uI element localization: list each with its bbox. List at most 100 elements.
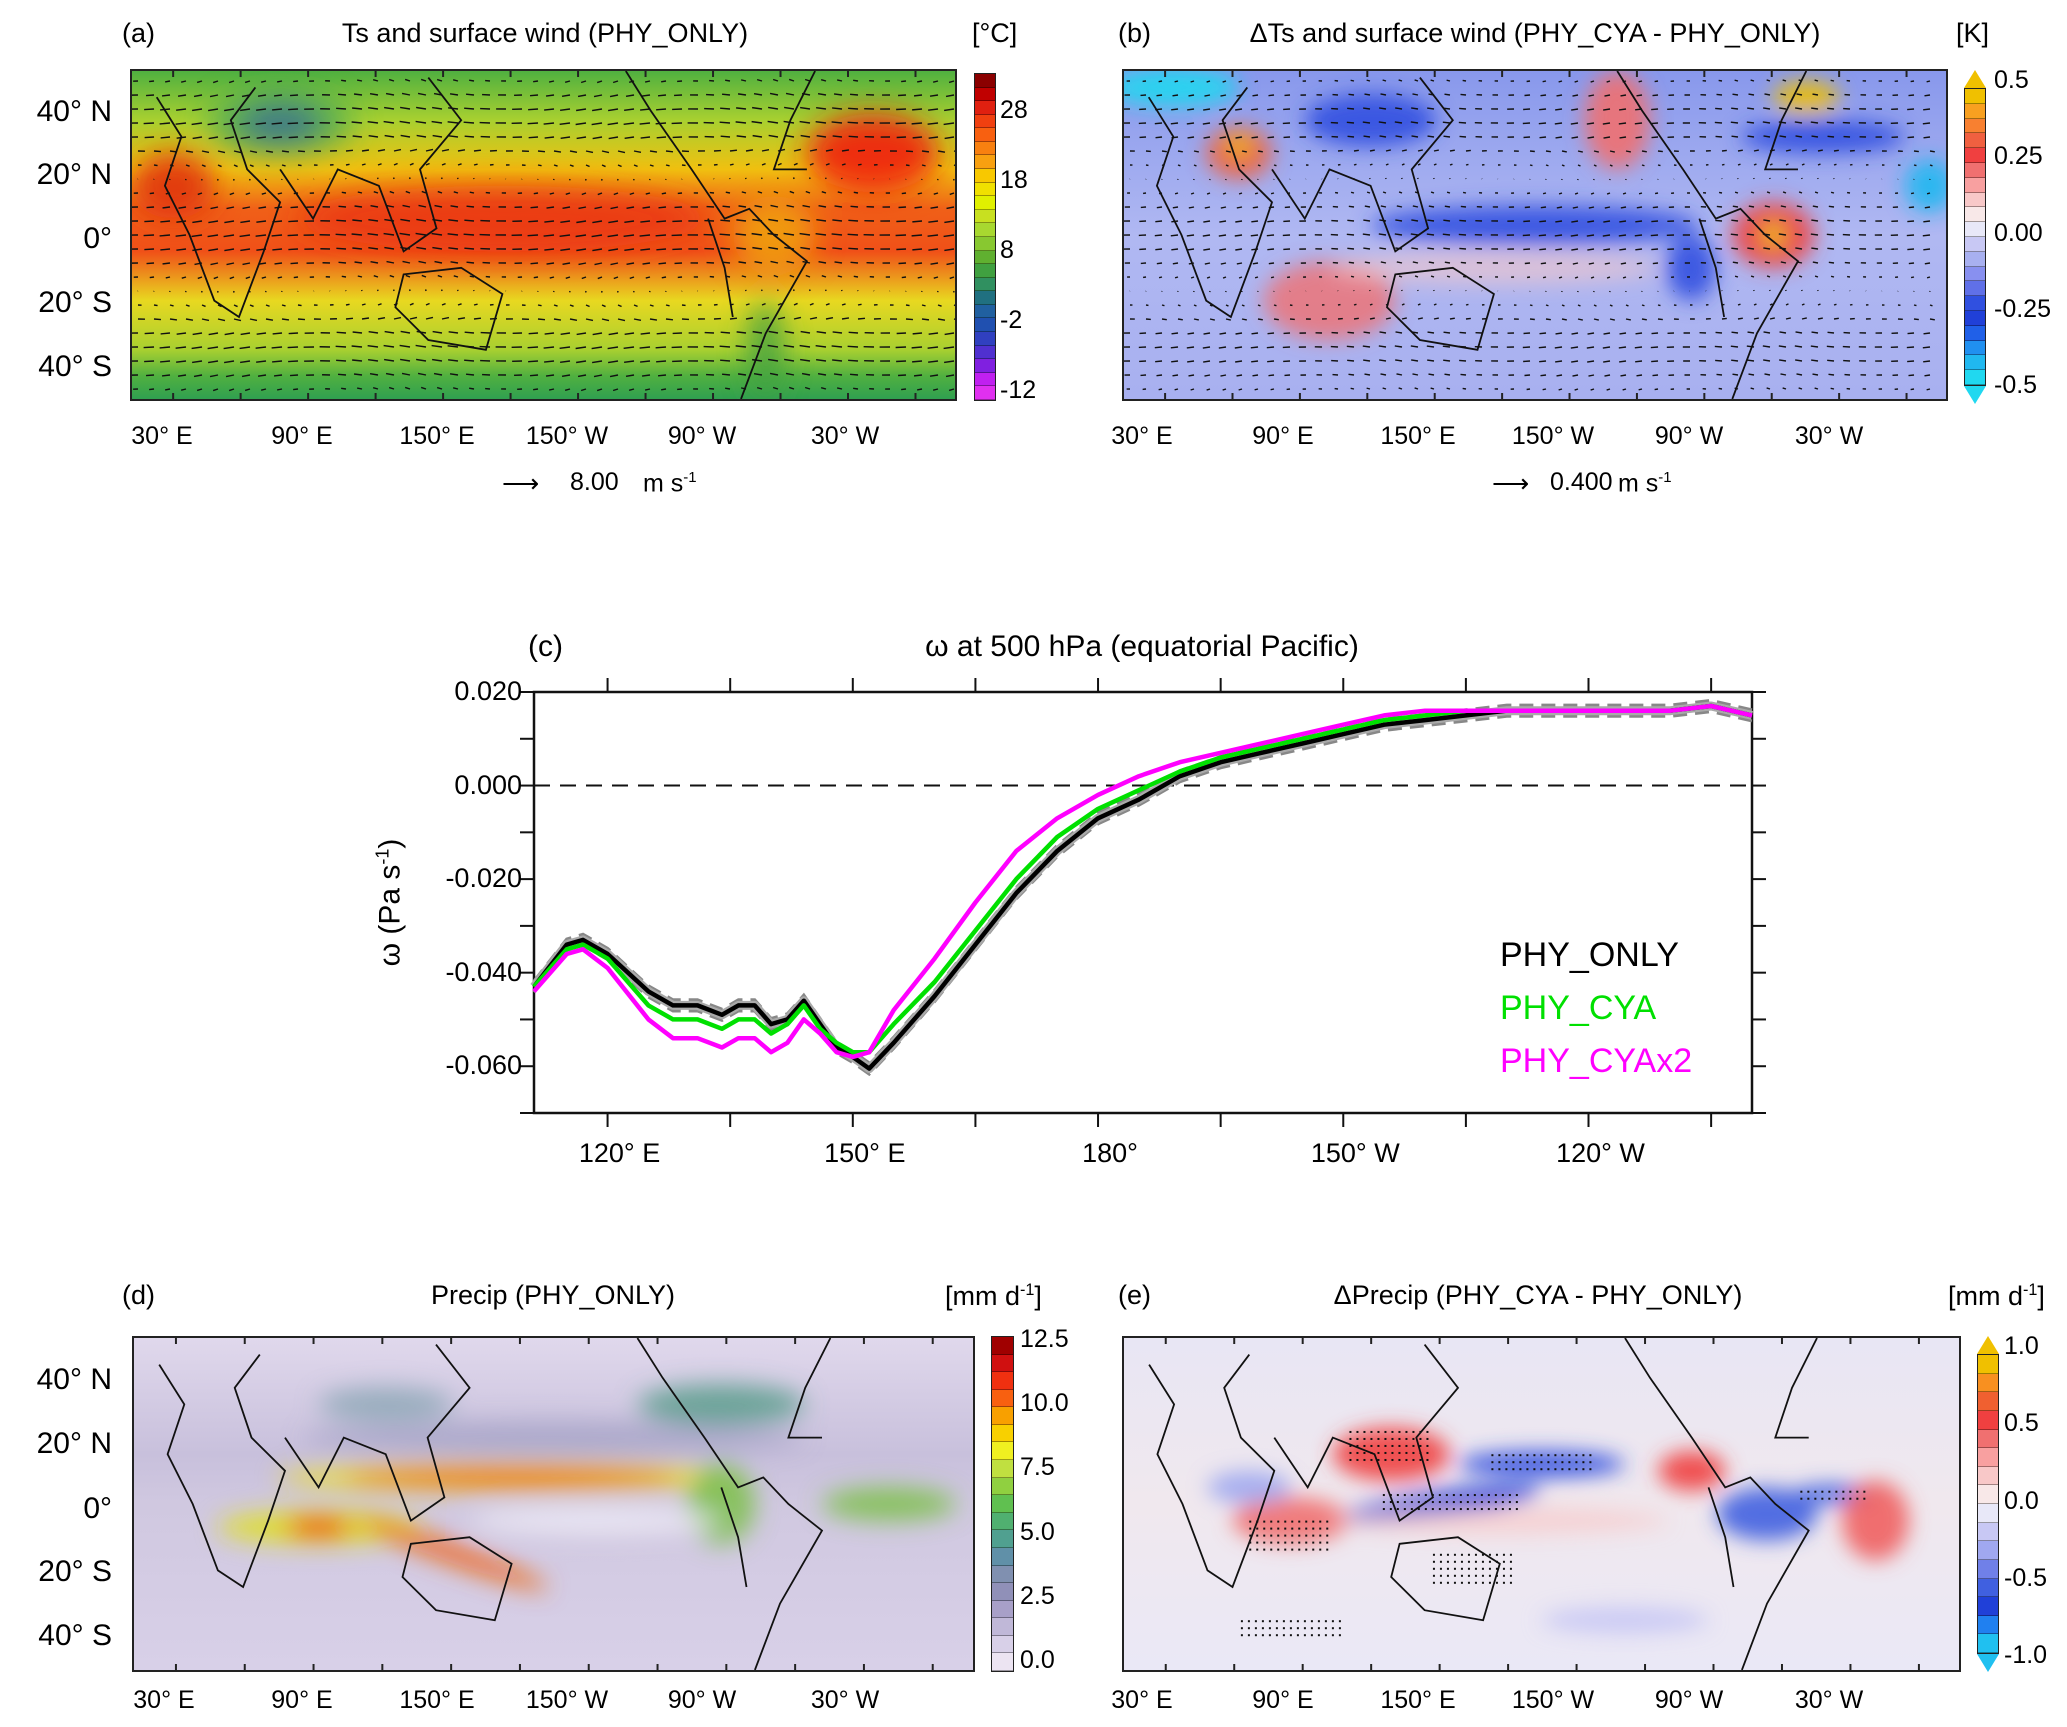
colorbar-bin — [975, 372, 995, 387]
field-anomaly — [1304, 93, 1437, 147]
field-anomaly — [1329, 251, 1659, 285]
lon-tick-label: 90° W — [1654, 1686, 1724, 1714]
x-tick-label: 120° E — [578, 1138, 661, 1168]
colorbar-tick-label: -1.0 — [2004, 1641, 2048, 1669]
lon-tick-label: 30° W — [1794, 1686, 1864, 1714]
colorbar-bin — [1978, 1634, 1998, 1653]
field-anomaly — [132, 153, 215, 219]
colorbar-bin — [975, 291, 995, 305]
colorbar-bin — [975, 141, 995, 156]
panel-e-label: (e) — [1118, 1280, 1151, 1310]
coastline — [1624, 1338, 1810, 1670]
field-anomaly — [1842, 1480, 1909, 1561]
ref-vector-exp: -1 — [1658, 469, 1672, 486]
precip-map — [132, 1336, 975, 1672]
colorbar-bin — [975, 87, 995, 102]
colorbar-bin — [992, 1565, 1013, 1584]
coastline — [1774, 1338, 1818, 1439]
field-anomaly — [301, 1421, 806, 1455]
lon-tick-label: 90° W — [667, 422, 737, 450]
lat-tick-label: 40° N — [36, 1363, 112, 1396]
delta-ts-wind-map — [1122, 69, 1948, 401]
colorbar-bin — [1978, 1559, 1998, 1579]
ref-vector-unit: m s — [643, 469, 684, 498]
colorbar-bin — [1965, 340, 1985, 356]
colorbar-tick-label: 0.00 — [1994, 218, 2043, 247]
colorbar-bin — [1965, 281, 1985, 297]
colorbar-bin — [975, 169, 995, 183]
field-anomaly — [1370, 205, 1700, 245]
colorbar-bin — [975, 196, 995, 210]
colorbar-bin — [1965, 251, 1985, 267]
panel-b-unit: [K] — [1956, 18, 1990, 48]
coastline — [625, 71, 809, 399]
y-tick-label: 0.000 — [454, 769, 522, 800]
colorbar-bin — [992, 1653, 1013, 1671]
field-anomaly — [687, 1464, 755, 1544]
coastline — [158, 1354, 287, 1589]
field-anomaly — [1541, 1606, 1709, 1634]
lat-tick-label: 20° N — [36, 158, 112, 191]
colorbar-bin — [1965, 148, 1985, 163]
colorbar-bin — [1965, 355, 1985, 371]
colorbar-tick-label: -0.5 — [1994, 371, 2038, 399]
field-anomaly — [1716, 1487, 1818, 1541]
x-tick-label: 150° W — [1310, 1138, 1400, 1168]
colorbar-bin — [1965, 370, 1985, 385]
colorbar-bin — [1965, 118, 1985, 134]
colorbar-tick-label: 28 — [1000, 96, 1028, 124]
lon-tick-label: 150° W — [1511, 1686, 1595, 1714]
field-anomaly — [1263, 261, 1396, 340]
panel-c-label: (c) — [528, 630, 563, 663]
colorbar-bin — [975, 264, 995, 278]
panel-e-title: ΔPrecip (PHY_CYA - PHY_ONLY) — [1333, 1280, 1743, 1310]
coastline — [1390, 1536, 1501, 1622]
panel-d-label: (d) — [122, 1280, 155, 1310]
field-anomaly — [296, 185, 709, 252]
colorbar-bin — [992, 1477, 1013, 1496]
colorbar-bin — [1965, 236, 1985, 252]
colorbar-bin — [975, 318, 995, 332]
lon-tick-label: 90° E — [271, 1686, 333, 1714]
colorbar-bin — [1978, 1485, 1998, 1504]
lat-tick-label: 40° N — [36, 95, 112, 128]
panel-d-title: Precip (PHY_ONLY) — [430, 1280, 676, 1310]
colorbar-tick-label: -0.5 — [2004, 1563, 2048, 1592]
field-anomaly — [1207, 1470, 1291, 1504]
colorbar-bin — [992, 1635, 1013, 1654]
panel-a-label: (a) — [122, 18, 155, 48]
coastline — [636, 1338, 824, 1670]
coastline — [1148, 1354, 1276, 1589]
y-tick-label: -0.040 — [445, 956, 522, 987]
colorbar-tick-label: -12 — [1000, 376, 1037, 404]
field-anomaly — [1232, 1497, 1350, 1544]
colorbar-tick-label: 0.5 — [2004, 1409, 2039, 1438]
field-anomaly — [1666, 235, 1716, 301]
lon-tick-label: 150° E — [399, 1686, 475, 1714]
coastline — [1386, 266, 1495, 351]
colorbar-tick-label: 1.0 — [2004, 1332, 2039, 1360]
field-anomaly — [285, 1517, 353, 1538]
lon-tick-label: 150° W — [525, 1686, 609, 1714]
lon-tick-label: 150° E — [399, 422, 475, 450]
field-anomaly — [1332, 1427, 1450, 1481]
lat-tick-label: 40° S — [38, 350, 112, 383]
panel-d-unit: [mm d-1] — [945, 1281, 1042, 1311]
colorbar-tick-label: 7.5 — [1020, 1453, 1055, 1482]
colorbar-bin — [1978, 1541, 1998, 1560]
field-anomaly — [1332, 1507, 1667, 1534]
colorbar-bin — [992, 1407, 1013, 1425]
colorbar-bin — [975, 345, 995, 360]
y-tick-label: -0.020 — [445, 863, 522, 894]
colorbar-bin — [992, 1460, 1013, 1478]
colorbar-bin — [975, 277, 995, 292]
arrow-icon: ⟶ — [502, 468, 540, 498]
lon-tick-label: 30° E — [1111, 1686, 1173, 1714]
colorbar-bin — [975, 114, 995, 129]
lon-tick-label: 30° E — [133, 1686, 195, 1714]
ts-colorbar — [974, 73, 996, 401]
significance-stipple — [1240, 1430, 1866, 1637]
ref-vector-value: 0.400 — [1550, 468, 1613, 496]
precip-colorbar — [991, 1336, 1014, 1672]
lon-tick-label: 150° E — [1380, 1686, 1456, 1714]
